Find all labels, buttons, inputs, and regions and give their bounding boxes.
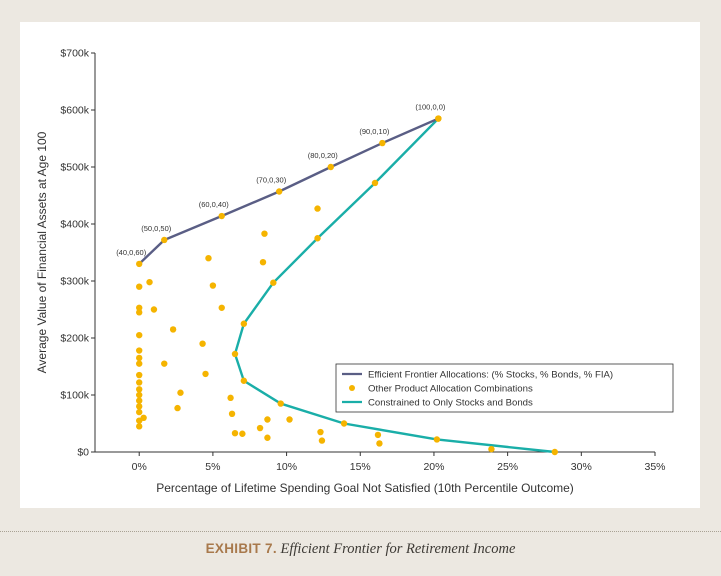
constrained-point <box>277 400 284 407</box>
other-combination-point <box>136 354 143 362</box>
x-axis-title: Percentage of Lifetime Spending Goal Not… <box>156 481 574 495</box>
figure-caption: EXHIBIT 7. Efficient Frontier for Retire… <box>0 541 721 558</box>
x-tick-label: 0% <box>132 461 147 473</box>
frontier-line <box>138 117 439 265</box>
other-combination-point <box>318 437 326 444</box>
legend-entry: Constrained to Only Stocks and Bonds <box>368 398 533 409</box>
other-combination-point <box>228 410 236 418</box>
constrained-point <box>340 420 348 427</box>
y-tick-label: $300k <box>60 276 89 288</box>
legend-entry: Other Product Allocation Combinations <box>368 384 533 395</box>
frontier-point <box>435 115 442 122</box>
legend-swatch-dot <box>349 385 355 391</box>
other-combination-point <box>218 304 225 311</box>
constrained-point <box>371 179 379 187</box>
other-combination-point <box>259 258 267 266</box>
other-combination-point <box>205 255 212 262</box>
other-combination-point <box>177 389 184 396</box>
other-combination-point <box>231 429 239 437</box>
frontier-point <box>327 163 334 171</box>
x-tick-label: 35% <box>644 461 665 473</box>
y-tick-label: $600k <box>60 105 89 117</box>
frontier-point <box>161 236 168 244</box>
y-tick-label: $500k <box>60 162 89 174</box>
y-axis-title: Average Value of Financial Assets at Age… <box>35 131 49 373</box>
other-combination-point <box>209 282 217 289</box>
caption-label: EXHIBIT 7. <box>205 541 277 556</box>
x-tick-label: 5% <box>205 461 220 473</box>
other-combination-point <box>136 386 143 393</box>
y-tick-label: $700k <box>60 48 89 60</box>
legend-entry: Efficient Frontier Allocations: (% Stock… <box>368 370 613 381</box>
other-combination-point <box>227 394 234 402</box>
frontier-point <box>136 260 143 268</box>
constrained-point <box>240 320 248 327</box>
constrained-point <box>551 448 558 456</box>
other-combination-point <box>136 304 143 311</box>
frontier-point-label: (60,0,40) <box>199 200 230 209</box>
other-combination-point <box>199 340 206 347</box>
other-combination-point <box>317 428 324 436</box>
constrained-point <box>231 350 239 358</box>
frontier-point-label: (50,0,50) <box>141 224 172 233</box>
other-combination-point <box>140 414 147 421</box>
chart-panel: $0 $100k $200k $300k $400k $500k $600k $700k 0% 5… <box>20 22 700 508</box>
other-combination-point <box>136 397 143 404</box>
x-tick-label: 20% <box>423 461 444 473</box>
other-combination-point <box>264 416 271 423</box>
frontier-point <box>379 139 386 147</box>
other-combination-point <box>136 309 143 316</box>
other-combination-point <box>136 379 143 386</box>
x-tick-label: 15% <box>350 461 371 473</box>
divider <box>0 531 721 532</box>
y-tick-label: $0 <box>77 447 89 459</box>
other-combination-point <box>136 391 143 399</box>
legend-box <box>335 363 674 413</box>
other-combination-point <box>314 205 321 212</box>
other-combination-point <box>150 306 158 313</box>
other-combination-point <box>136 347 143 354</box>
frontier-point-label: (40,0,60) <box>116 248 147 257</box>
other-combination-point <box>202 370 209 378</box>
other-combination-point <box>161 360 168 367</box>
other-combination-point <box>136 408 143 416</box>
other-combination-point <box>488 445 495 453</box>
other-combination-point <box>286 416 293 423</box>
y-tick-label: $400k <box>60 219 89 231</box>
other-combination-point <box>174 404 181 412</box>
frontier-point-label: (100,0,0) <box>415 103 446 112</box>
other-combination-point <box>374 431 382 439</box>
other-combination-point <box>261 230 268 237</box>
x-tick-label: 25% <box>497 461 518 473</box>
constrained-point <box>240 377 248 384</box>
x-tick-label: 10% <box>276 461 297 473</box>
other-combination-point <box>136 403 143 410</box>
frontier-point-label: (90,0,10) <box>359 127 390 136</box>
other-combination-point <box>239 430 246 437</box>
other-combination-point <box>136 360 143 367</box>
constrained-point <box>433 436 441 443</box>
other-combination-point <box>264 434 271 441</box>
constrained-point <box>314 235 321 242</box>
chart: $0 $100k $200k $300k $400k $500k $600k $700k 0% 5… <box>35 48 674 495</box>
other-combination-point <box>136 283 143 290</box>
caption-title: Efficient Frontier for Retirement Income <box>280 541 516 557</box>
other-combination-point <box>376 440 383 447</box>
other-combination-point <box>136 371 143 379</box>
frontier-point-label: (70,0,30) <box>256 176 287 185</box>
other-combination-point <box>136 423 143 430</box>
other-combination-point <box>146 278 153 286</box>
x-tick-label: 30% <box>571 461 592 473</box>
other-combination-point <box>136 331 143 339</box>
frontier-point <box>218 212 225 220</box>
constrained-point <box>270 279 277 286</box>
y-tick-label: $200k <box>60 333 89 345</box>
frontier-point <box>276 188 283 195</box>
frontier-point-label: (80,0,20) <box>308 151 339 160</box>
y-tick-label: $100k <box>60 390 89 402</box>
other-combination-point <box>169 326 177 333</box>
other-combination-point <box>256 424 264 432</box>
